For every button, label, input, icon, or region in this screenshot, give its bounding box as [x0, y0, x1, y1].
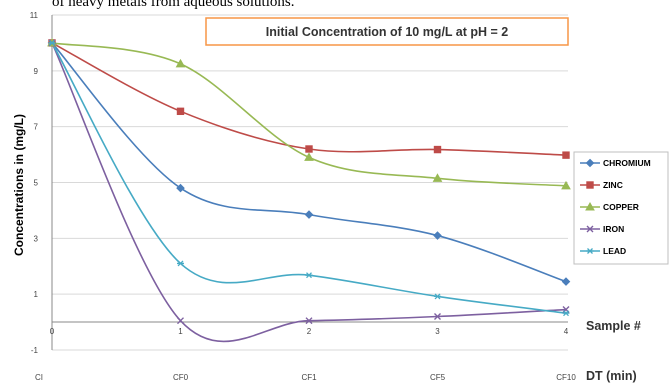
series-markers	[47, 37, 571, 325]
x-sample-label: CF5	[430, 373, 446, 382]
x-sample-label: CI	[35, 373, 43, 382]
data-point-lead	[434, 293, 441, 300]
y-tick-label: 7	[34, 123, 39, 132]
legend-items: CHROMIUM ZINC COPPER IRON LEAD	[580, 158, 651, 256]
series-line-copper	[51, 42, 567, 187]
legend-marker-copper	[585, 201, 595, 211]
data-point-chromium	[304, 210, 314, 219]
x-annotation-sample: Sample #	[586, 319, 641, 333]
legend-marker-zinc	[586, 181, 594, 189]
legend-marker-lead	[586, 248, 594, 254]
data-point-copper	[432, 173, 443, 182]
chart-title: Initial Concentration of 10 mg/L at pH =…	[266, 25, 509, 39]
x-sample-labels: CI CF0 CF1 CF5 CF10	[35, 373, 576, 382]
data-point-copper	[561, 180, 571, 190]
series-lines	[51, 42, 567, 343]
x-annotation-dt: DT (min)	[586, 369, 637, 383]
data-point-chromium	[433, 231, 442, 240]
data-point-lead	[48, 39, 56, 46]
x-tick-labels: 0 1 2 3 4	[50, 327, 569, 336]
x-sample-label: CF1	[301, 373, 317, 382]
data-point-chromium	[176, 183, 185, 193]
legend-label-copper: COPPER	[603, 202, 639, 212]
chart-title-frame	[205, 17, 569, 46]
chart-title-box: Initial Concentration of 10 mg/L at pH =…	[205, 17, 569, 46]
legend: CHROMIUM ZINC COPPER IRON LEAD	[573, 151, 669, 265]
data-point-iron	[434, 313, 441, 320]
data-point-iron	[177, 317, 184, 325]
x-sample-label: CF0	[173, 373, 189, 382]
data-point-lead	[305, 272, 313, 279]
x-tick-label: 0	[50, 327, 55, 336]
data-point-zinc	[433, 145, 442, 154]
x-tick-label: 4	[564, 327, 569, 336]
legend-label-chromium: CHROMIUM	[603, 158, 651, 168]
data-point-zinc	[562, 151, 570, 159]
y-tick-labels: -1 1 3 5 7 9 11	[30, 11, 39, 355]
y-tick-label: 5	[34, 179, 39, 188]
data-point-iron	[305, 317, 313, 325]
y-axis-label: Concentrations in (mg/L)	[12, 114, 26, 256]
y-tick-label: 1	[34, 290, 39, 299]
y-tick-label: 11	[30, 11, 39, 20]
legend-label-zinc: ZINC	[603, 180, 623, 190]
data-point-copper	[175, 58, 186, 68]
series-line-lead	[51, 42, 567, 314]
y-tick-label: 9	[34, 67, 39, 76]
legend-label-iron: IRON	[603, 224, 624, 234]
data-point-zinc	[176, 107, 185, 116]
series-line-chromium	[51, 42, 567, 283]
series-line-iron	[51, 42, 567, 343]
data-point-copper	[304, 152, 314, 161]
y-tick-label: 3	[34, 234, 39, 243]
y-tick-label: -1	[31, 346, 39, 355]
x-tick-label: 3	[435, 327, 440, 336]
data-point-lead	[177, 260, 184, 267]
x-tick-label: 2	[307, 327, 312, 336]
data-point-chromium	[561, 277, 571, 286]
x-sample-label: CF10	[556, 373, 576, 382]
legend-marker-iron	[586, 225, 594, 233]
data-point-zinc	[305, 145, 313, 153]
page-text-fragment: of heavy metals from aqueous solutions.	[52, 0, 295, 10]
legend-marker-chromium	[585, 158, 595, 168]
legend-label-lead: LEAD	[603, 246, 626, 256]
data-point-lead	[562, 310, 570, 317]
x-tick-label: 1	[178, 327, 183, 336]
